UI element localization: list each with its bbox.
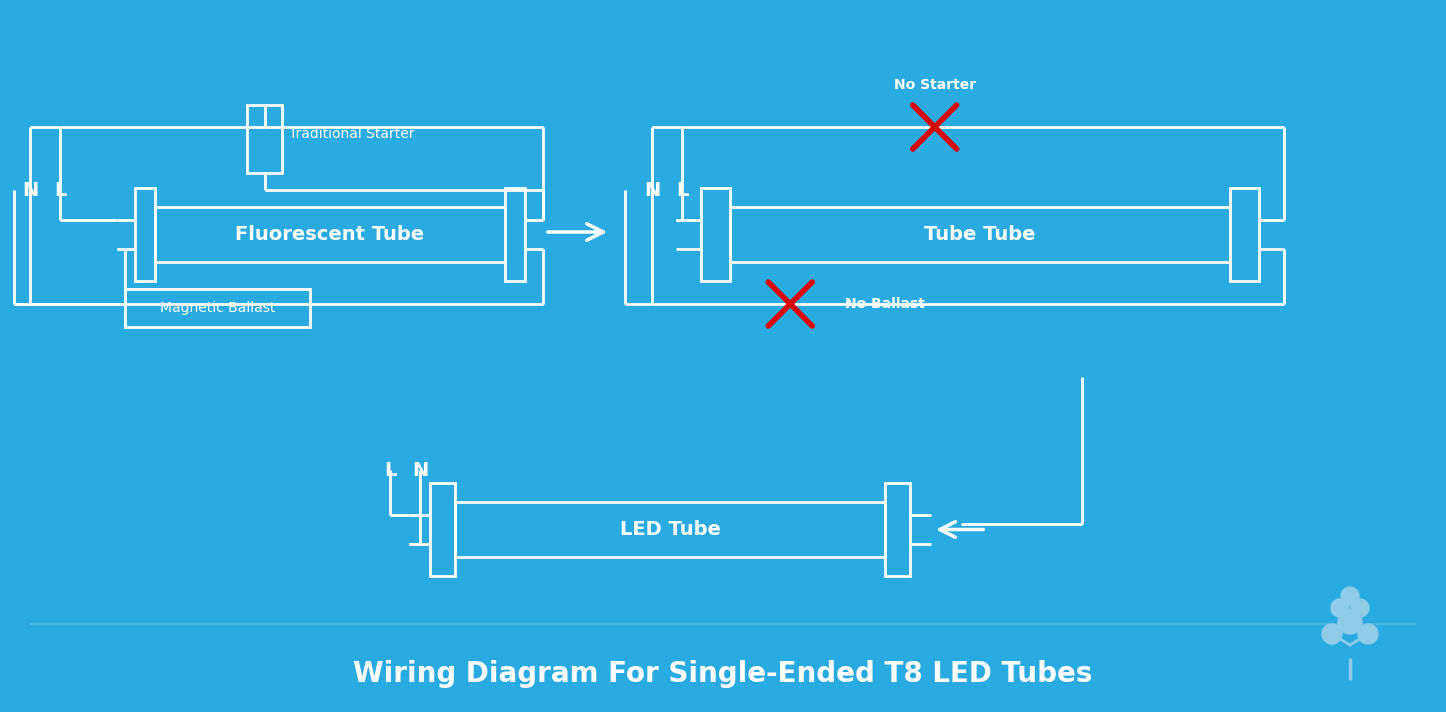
Bar [455,502,885,557]
Bar [124,289,309,327]
Bar [155,207,505,262]
Text: LED Tube: LED Tube [619,520,720,539]
Text: No Starter: No Starter [894,78,976,92]
Bar [730,207,1231,262]
Circle shape [1322,624,1342,644]
Bar [505,188,525,281]
Text: No Ballast: No Ballast [846,297,925,311]
Bar [1231,188,1259,281]
Bar [134,188,155,281]
Text: N: N [643,181,661,199]
Text: L: L [383,461,396,479]
Text: Magnetic Ballast: Magnetic Ballast [161,301,275,315]
Circle shape [1338,610,1362,634]
Text: Fluorescent Tube: Fluorescent Tube [236,225,425,244]
Circle shape [1340,587,1359,605]
Bar [247,105,282,173]
Circle shape [1330,599,1349,617]
Bar [701,188,730,281]
Text: L: L [675,181,688,199]
Text: Traditional Starter: Traditional Starter [289,127,415,141]
Text: Wiring Diagram For Single-Ended T8 LED Tubes: Wiring Diagram For Single-Ended T8 LED T… [353,660,1093,688]
Text: N: N [22,181,38,199]
Bar [885,483,910,576]
Circle shape [1351,599,1369,617]
Bar [429,483,455,576]
Text: L: L [54,181,67,199]
Text: N: N [412,461,428,479]
Circle shape [1358,624,1378,644]
Text: Tube Tube: Tube Tube [924,225,1035,244]
